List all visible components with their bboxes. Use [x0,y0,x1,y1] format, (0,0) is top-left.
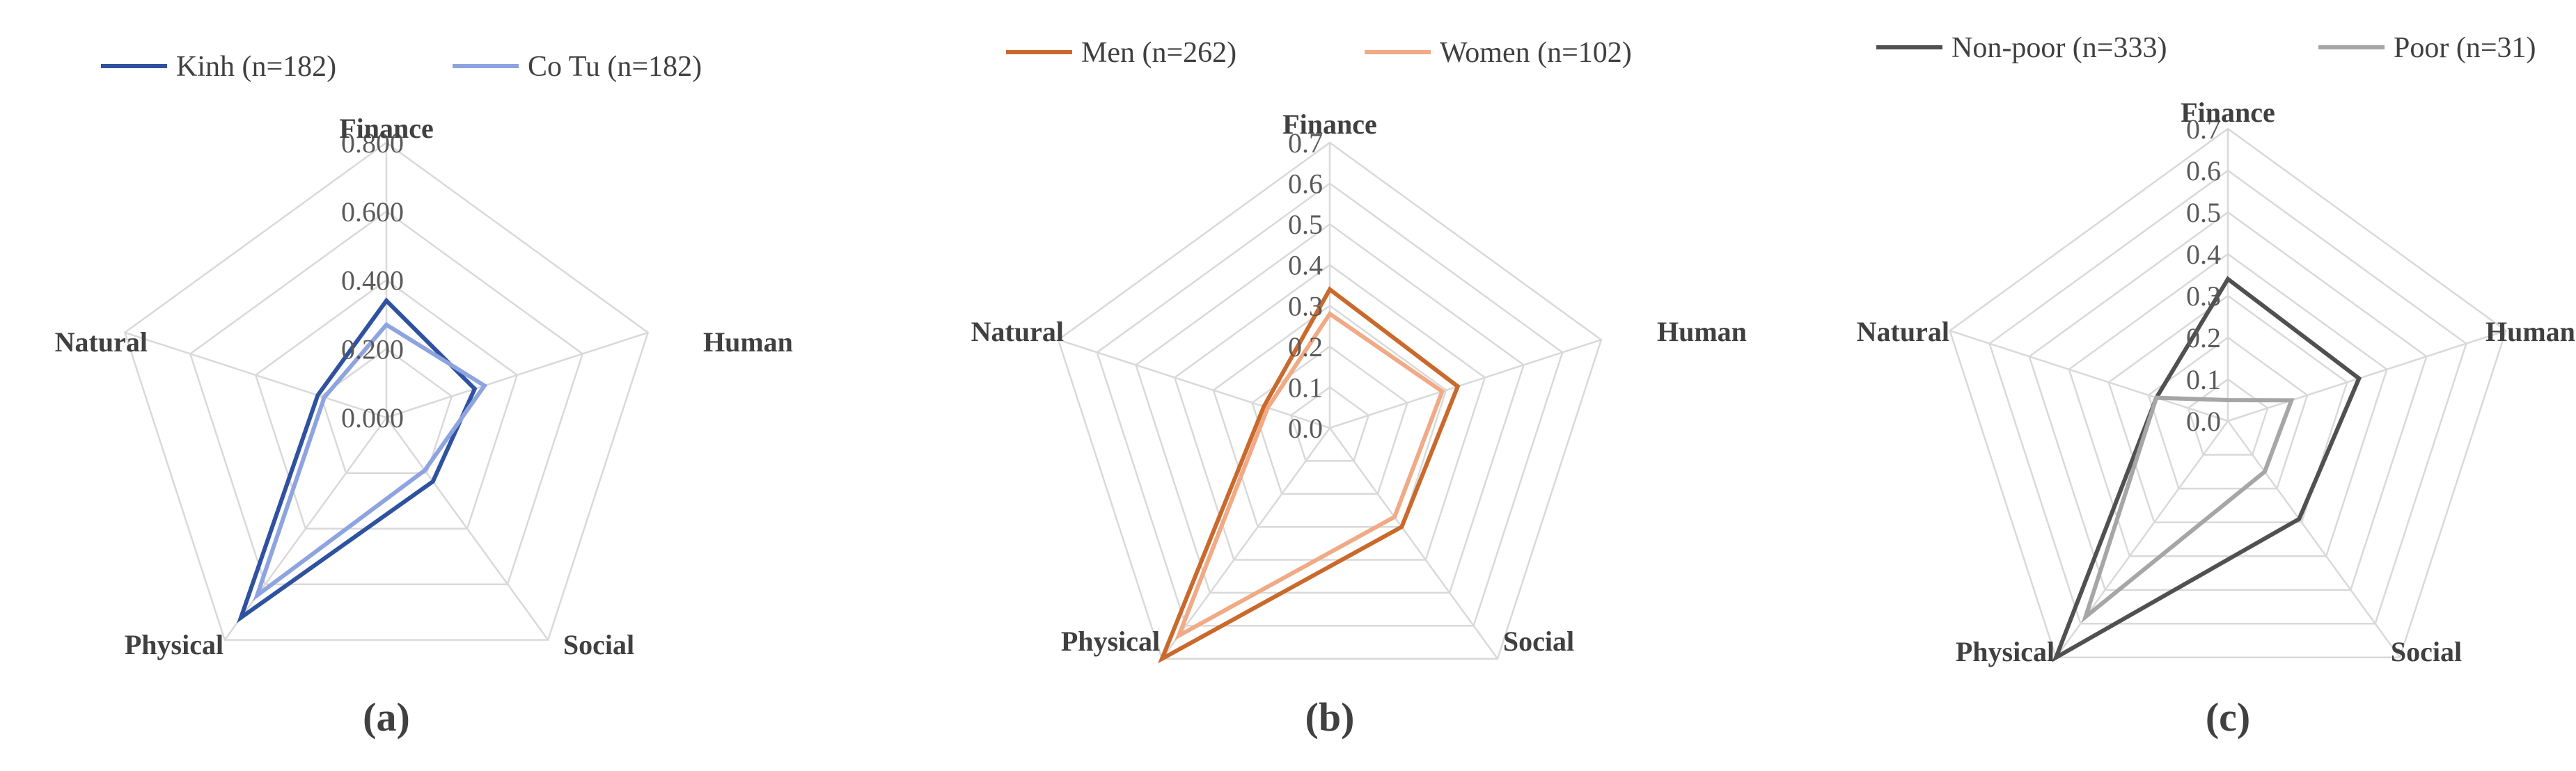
axis-label-social: Social [1503,626,1574,657]
grid-ring [1173,264,1486,561]
legend-label: Men (n=262) [1081,37,1236,69]
tick-label: 0.6 [1288,168,1323,200]
legend-label: Women (n=102) [1440,37,1632,69]
tick-label: 0.7 [2186,113,2221,145]
grid-ring [1251,345,1408,495]
axis-spoke [1329,339,1602,429]
tick-label: 0.1 [1288,372,1323,403]
axis-label-finance: Finance [2181,97,2275,128]
axis-label-finance: Finance [1282,109,1377,140]
axis-label-physical: Physical [125,629,223,660]
tick-label: 0.3 [1288,290,1323,321]
axis-spoke [1058,339,1330,429]
tick-label: 0.5 [2186,197,2221,228]
series-line-2 [2081,395,2295,623]
axis-label-human: Human [2485,316,2575,347]
axis-spoke [1161,427,1331,660]
grid-ring [2028,211,2428,591]
axis-label-physical: Physical [1061,626,1160,657]
axis-spoke [1949,330,2229,422]
axis-label-natural: Natural [971,316,1064,347]
axis-spoke [2226,420,2401,658]
axis-spoke [124,331,387,419]
tick-label: 0.4 [2186,239,2221,270]
axis-spoke [386,331,649,419]
grid-ring [189,210,584,585]
tick-label: 0.600 [341,196,404,228]
series-line-2 [1175,310,1445,641]
tick-label: 0.800 [341,127,404,159]
axis-label-human: Human [1657,316,1747,347]
axis-label-finance: Finance [339,113,434,144]
series-line-1 [237,297,478,623]
series-line-1 [2052,276,2362,662]
tick-label: 0.0 [1288,413,1323,444]
axis-label-natural: Natural [1857,316,1949,347]
panel-label: (b) [1305,694,1355,740]
tick-label: 0.0 [2186,406,2221,437]
tick-label: 0.1 [2186,364,2221,395]
tick-label: 0.2 [2186,322,2221,353]
tick-label: 0.5 [1288,209,1323,240]
grid-ring [2187,378,2269,456]
grid-ring [1212,304,1447,528]
grid-ring [1057,141,1603,660]
tick-label: 0.6 [2186,155,2221,186]
tick-label: 0.000 [341,402,404,434]
grid-ring [1988,169,2467,625]
grid-ring [2068,253,2388,557]
panel-label: (a) [363,694,410,740]
axis-label-human: Human [703,326,793,358]
axis-spoke [223,417,388,641]
grid-ring [123,141,650,641]
axis-label-physical: Physical [1956,636,2055,667]
series-line-1 [1158,286,1461,664]
tick-label: 0.2 [1288,331,1323,363]
tick-label: 0.200 [341,333,404,365]
legend-label: Co Tu (n=182) [528,51,702,83]
grid-ring [2107,294,2348,523]
axis-label-social: Social [2391,636,2462,667]
grid-ring [1289,386,1370,462]
legend-label: Poor (n=31) [2394,32,2536,64]
tick-label: 0.4 [1288,250,1323,281]
grid-ring [1949,127,2507,659]
grid-ring [1096,182,1564,627]
tick-label: 0.3 [2186,280,2221,312]
axis-spoke [1328,427,1499,660]
grid-ring [254,278,519,530]
axis-spoke [385,417,549,641]
tick-label: 0.7 [1288,127,1323,159]
axis-label-natural: Natural [55,326,148,358]
panel-label: (c) [2206,694,2250,740]
legend-label: Kinh (n=182) [176,51,336,83]
axis-label-social: Social [563,629,634,660]
series-line-2 [253,321,488,601]
legend-label: Non-poor (n=333) [1951,32,2167,64]
tick-label: 0.400 [341,265,404,296]
axis-spoke [2227,330,2506,422]
grid-ring [1135,223,1525,594]
